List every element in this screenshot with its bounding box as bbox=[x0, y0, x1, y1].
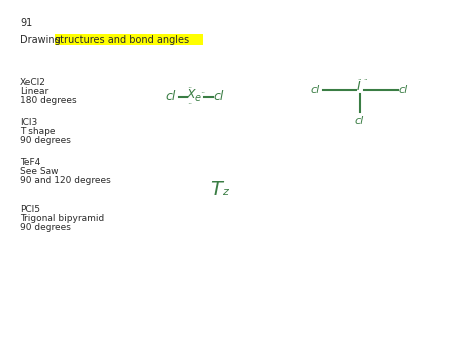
Text: X: X bbox=[187, 89, 196, 101]
Text: See Saw: See Saw bbox=[20, 167, 58, 176]
Text: ··: ·· bbox=[357, 77, 362, 83]
Text: ··: ·· bbox=[187, 85, 192, 93]
Text: cl: cl bbox=[354, 116, 363, 126]
Text: ··: ·· bbox=[200, 90, 205, 98]
Text: Trigonal bipyramid: Trigonal bipyramid bbox=[20, 214, 104, 223]
Text: 180 degrees: 180 degrees bbox=[20, 96, 77, 105]
Text: 90 degrees: 90 degrees bbox=[20, 136, 71, 145]
FancyBboxPatch shape bbox=[55, 34, 203, 45]
Text: 91: 91 bbox=[20, 18, 32, 28]
Text: 90 degrees: 90 degrees bbox=[20, 223, 71, 232]
Text: ··: ·· bbox=[187, 100, 192, 110]
Text: TeF4: TeF4 bbox=[20, 158, 40, 167]
Text: e: e bbox=[195, 93, 201, 103]
Text: Drawing: Drawing bbox=[20, 35, 64, 45]
Text: XeCl2: XeCl2 bbox=[20, 78, 46, 87]
Text: z: z bbox=[222, 187, 228, 197]
Text: Linear: Linear bbox=[20, 87, 48, 96]
Text: PCl5: PCl5 bbox=[20, 205, 40, 214]
Text: cl: cl bbox=[213, 91, 223, 103]
Text: 90 and 120 degrees: 90 and 120 degrees bbox=[20, 176, 111, 185]
Text: cl: cl bbox=[398, 85, 407, 95]
Text: structures and bond angles: structures and bond angles bbox=[55, 35, 189, 45]
Text: I: I bbox=[357, 81, 361, 93]
Text: cl: cl bbox=[165, 91, 175, 103]
Text: ··: ·· bbox=[363, 77, 367, 83]
Text: T shape: T shape bbox=[20, 127, 55, 136]
Text: ICl3: ICl3 bbox=[20, 118, 37, 127]
Text: T: T bbox=[210, 180, 222, 199]
Text: cl: cl bbox=[310, 85, 319, 95]
